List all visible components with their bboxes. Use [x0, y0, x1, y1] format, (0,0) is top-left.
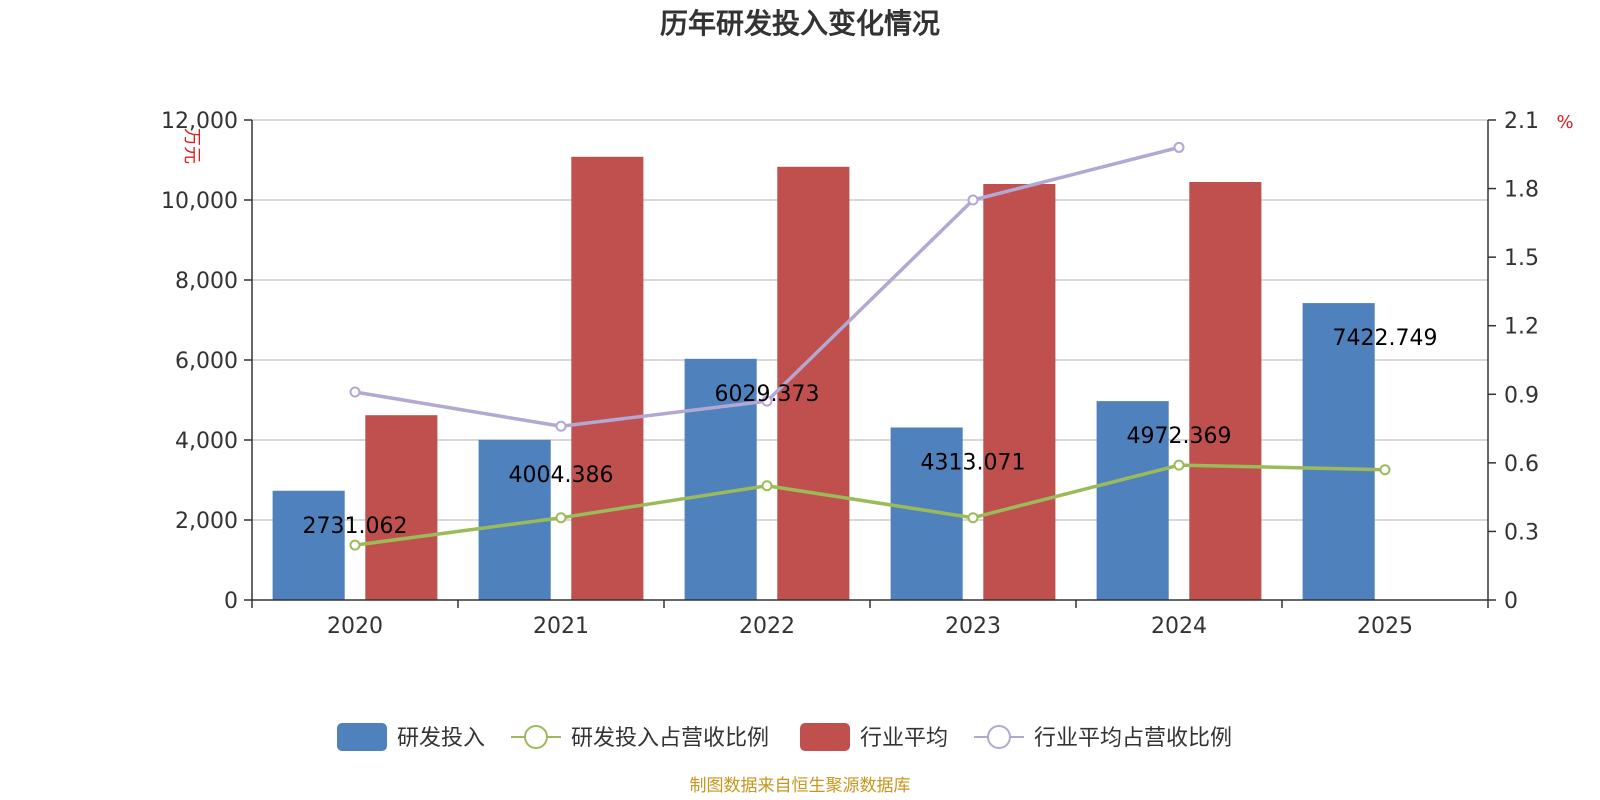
data-label-rd-investment: 4004.386 [509, 463, 614, 488]
x-tick-label: 2025 [1357, 614, 1413, 639]
right-tick-label: 0.6 [1504, 452, 1539, 477]
chart-title: 历年研发投入变化情况 [660, 7, 940, 40]
axes: 0 2,000 4,000 6,000 8,000 10,000 12,000 0 0.3 0.6… [161, 109, 1539, 639]
legend-swatch-bar [337, 723, 387, 751]
point-industry-ratio [349, 386, 361, 398]
legend-label: 研发投入占营收比例 [571, 726, 769, 751]
bar-rd-investment [1096, 401, 1169, 600]
left-tick-label: 10,000 [161, 189, 238, 214]
right-axis-unit: % [1556, 112, 1573, 133]
point-industry-ratio [761, 395, 773, 407]
data-label-rd-investment: 4313.071 [921, 450, 1026, 475]
point-rd-ratio [555, 512, 567, 524]
right-tick-label: 0.3 [1504, 520, 1539, 545]
right-tick-label: 2.1 [1504, 109, 1539, 134]
point-rd-ratio [1379, 464, 1391, 476]
legend-swatch-bar [800, 723, 850, 751]
left-tick-label: 8,000 [175, 269, 238, 294]
gridlines [252, 119, 1488, 521]
point-industry-ratio [967, 194, 979, 206]
data-labels: 2731.062 4004.386 6029.373 4313.071 4972.369… [303, 326, 1438, 539]
line-rd-ratio [354, 463, 1386, 547]
left-tick-label: 0 [224, 589, 238, 614]
lines [349, 141, 1391, 551]
bar-industry-average [983, 184, 1056, 600]
x-tick-label: 2021 [533, 614, 589, 639]
legend-label: 行业平均 [860, 726, 948, 751]
bar-industry-average [1189, 182, 1262, 600]
legend-swatch-marker [524, 725, 548, 749]
left-tick-label: 6,000 [175, 349, 238, 374]
right-tick-label: 0 [1504, 589, 1518, 614]
bars [272, 156, 1375, 601]
right-tick-label: 0.9 [1504, 383, 1539, 408]
point-industry-ratio [555, 420, 567, 432]
legend: 研发投入 研发投入占营收比例 行业平均 行业平均占营收比例 [337, 723, 1232, 751]
source-note: 制图数据来自恒生聚源数据库 [690, 776, 911, 796]
right-tick-label: 1.5 [1504, 246, 1539, 271]
point-rd-ratio [1173, 459, 1185, 471]
right-tick-label: 1.8 [1504, 178, 1539, 203]
data-label-rd-investment: 4972.369 [1127, 424, 1232, 449]
x-tick-label: 2020 [327, 614, 383, 639]
bar-industry-average [365, 415, 438, 600]
legend-label: 行业平均占营收比例 [1034, 726, 1232, 751]
x-tick-label: 2022 [739, 614, 795, 639]
point-rd-ratio [967, 512, 979, 524]
x-tick-label: 2023 [945, 614, 1001, 639]
bar-rd-investment [1302, 303, 1375, 600]
bar-rd-investment [684, 358, 757, 600]
legend-swatch-marker [987, 725, 1011, 749]
data-label-rd-investment: 6029.373 [715, 382, 820, 407]
left-axis-unit: 万元 [181, 128, 202, 164]
point-rd-ratio [761, 480, 773, 492]
bar-industry-average [777, 166, 850, 601]
point-rd-ratio [349, 539, 361, 551]
x-tick-label: 2024 [1151, 614, 1207, 639]
left-tick-label: 4,000 [175, 429, 238, 454]
data-label-rd-investment: 2731.062 [303, 514, 408, 539]
bar-rd-investment [272, 490, 345, 600]
left-tick-label: 12,000 [161, 109, 238, 134]
right-tick-label: 1.2 [1504, 315, 1539, 340]
bar-industry-average [571, 156, 644, 601]
point-industry-ratio [1173, 141, 1185, 153]
left-tick-label: 2,000 [175, 509, 238, 534]
legend-label: 研发投入 [397, 726, 485, 751]
data-label-rd-investment: 7422.749 [1333, 326, 1438, 351]
